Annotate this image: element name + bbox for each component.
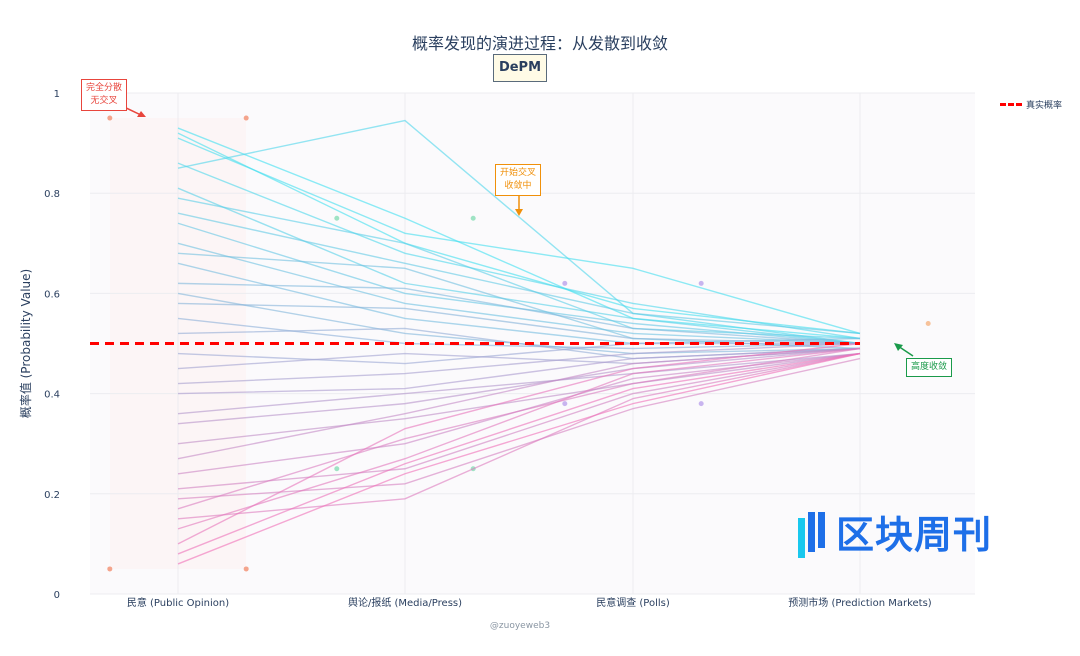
x-tick-label: 民意调查 (Polls) — [596, 596, 670, 609]
y-tick-label: 0.2 — [44, 490, 60, 501]
series-line — [177, 342, 861, 545]
range-marker — [107, 566, 113, 572]
chart-title: 概率发现的演进过程：从发散到收敛 — [411, 34, 668, 53]
annotation-text: 无交叉 — [90, 96, 118, 106]
series-line — [177, 352, 861, 555]
legend-label: 真实概率 — [1026, 101, 1063, 111]
series-line — [177, 119, 861, 345]
annotation-divergent: 完全分散 无交叉 — [81, 79, 128, 111]
range-marker — [698, 401, 704, 407]
series-line — [177, 212, 861, 335]
series-line — [177, 342, 860, 365]
range-marker — [334, 215, 340, 221]
range-marker — [562, 280, 568, 286]
watermark: 区块周刊 — [836, 513, 993, 557]
y-tick-label: 0.4 — [44, 390, 60, 401]
x-tick-label: 民意 (Public Opinion) — [127, 596, 229, 609]
series-line — [177, 162, 861, 340]
range-marker — [562, 401, 568, 407]
annotation-text: 开始交叉 — [500, 168, 537, 178]
series-line — [177, 282, 861, 345]
y-tick-label: 1 — [54, 89, 60, 100]
series-line — [177, 137, 861, 335]
annotation-converged: 高度收敛 — [906, 358, 953, 377]
series-line — [177, 352, 861, 415]
range-marker — [470, 215, 476, 221]
range-marker — [107, 115, 113, 121]
legend[interactable]: 真实概率 — [1000, 98, 1062, 111]
annotation-text: 高度收敛 — [911, 362, 948, 372]
y-tick-label: 0.6 — [44, 289, 60, 300]
series-line — [177, 347, 861, 510]
series-line — [177, 347, 861, 395]
annotation-text: 收敛中 — [504, 181, 532, 191]
annotation-text: 完全分散 — [86, 83, 123, 93]
range-marker — [243, 566, 249, 572]
series-line — [177, 357, 861, 500]
x-tick-label: 预测市场 (Prediction Markets) — [788, 596, 932, 609]
y-axis-title: 概率值 (Probability Value) — [18, 269, 33, 418]
range-marker — [334, 466, 340, 472]
arrow-head-icon — [515, 209, 523, 216]
x-tick-label: 舆论/报纸 (Media/Press) — [348, 596, 462, 609]
legend-swatch-true-probability — [1000, 103, 1022, 106]
series-line — [177, 352, 861, 565]
credit-text: @zuoyeweb3 — [489, 621, 551, 631]
watermark-logo-icon — [798, 512, 825, 558]
series-line — [177, 187, 861, 345]
series-line — [177, 347, 861, 425]
range-marker — [698, 280, 704, 286]
chart-subtitle: DePM — [493, 54, 547, 82]
series-line — [177, 342, 861, 385]
y-tick-label: 0 — [54, 590, 60, 601]
arrow-head-icon — [894, 343, 903, 351]
annotation-converging: 开始交叉 收敛中 — [495, 164, 542, 196]
series-line — [177, 347, 861, 530]
arrow-head-icon — [137, 111, 146, 117]
series-line — [177, 352, 861, 445]
range-marker — [243, 115, 249, 121]
y-tick-label: 0.8 — [44, 189, 60, 200]
range-marker — [925, 320, 931, 326]
series-line — [177, 352, 861, 490]
series-line — [177, 242, 861, 345]
series-line — [177, 302, 861, 345]
